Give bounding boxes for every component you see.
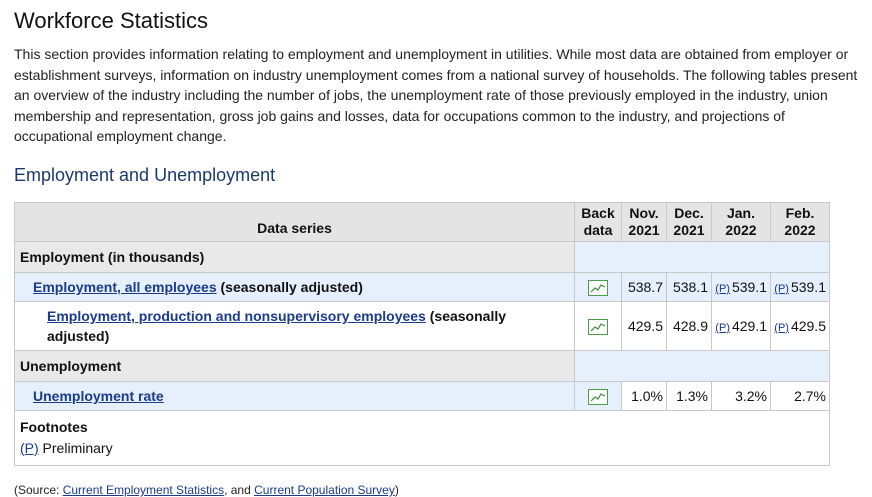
source-suffix: ): [394, 482, 399, 497]
value-cell: 3.2%: [711, 380, 771, 411]
back-data-line2: data: [583, 221, 613, 238]
footnote-p-marker[interactable]: (P): [20, 439, 39, 456]
value-cell: 1.3%: [666, 380, 712, 411]
footnote-preliminary: (P) Preliminary: [20, 438, 824, 459]
col-header-jan-2022: Jan. 2022: [711, 201, 771, 242]
col-header-nov-2021: Nov. 2021: [621, 201, 667, 242]
source-note: (Source: Current Employment Statistics, …: [14, 483, 864, 497]
value-cell: (P) 539.1: [711, 271, 771, 302]
value: 429.5: [627, 317, 663, 334]
table-row: Employment, production and nonsupervisor…: [14, 300, 830, 351]
value-cell: (P) 539.1: [770, 271, 830, 302]
series-suffix: (seasonally adjusted): [216, 278, 363, 295]
value: 429.1: [731, 317, 767, 334]
value: 538.7: [627, 278, 663, 295]
footnotes-title: Footnotes: [20, 418, 88, 435]
value-cell: 429.5: [621, 300, 667, 351]
value-cell: 1.0%: [621, 380, 667, 411]
employment-table: Data series Back data Nov. 2021 Dec. 202…: [14, 201, 830, 466]
col-year: 2022: [784, 221, 816, 238]
section-spacer: [574, 349, 830, 382]
col-header-data-series: Data series: [14, 201, 575, 242]
source-link-cps[interactable]: Current Population Survey: [254, 482, 395, 497]
section-label-employment: Employment (in thousands): [14, 240, 575, 273]
value-cell: 538.1: [666, 271, 712, 302]
col-year: 2022: [725, 221, 757, 238]
line-chart-icon[interactable]: [588, 388, 608, 405]
value: 1.3%: [676, 387, 708, 404]
source-prefix: (Source:: [14, 482, 63, 497]
value-cell: (P) 429.5: [770, 300, 830, 351]
footnotes: Footnotes (P) Preliminary: [14, 409, 830, 466]
value: 539.1: [790, 278, 826, 295]
value-cell: 428.9: [666, 300, 712, 351]
col-year: 2021: [673, 221, 705, 238]
value: 428.9: [672, 317, 708, 334]
back-data-cell: [574, 380, 622, 411]
col-header-feb-2022: Feb. 2022: [770, 201, 830, 242]
series-cell: Employment, all employees (seasonally ad…: [14, 271, 575, 302]
back-data-cell: [574, 300, 622, 351]
page-title: Workforce Statistics: [14, 8, 208, 33]
col-header-dec-2021: Dec. 2021: [666, 201, 712, 242]
value: 1.0%: [631, 387, 663, 404]
table-row: Employment, all employees (seasonally ad…: [14, 271, 830, 302]
col-month: Nov.: [629, 204, 659, 221]
series-suffix: (seasonally adjusted): [47, 307, 507, 344]
value: 538.1: [672, 278, 708, 295]
value-cell: 2.7%: [770, 380, 830, 411]
series-link-unemployment-rate[interactable]: Unemployment rate: [33, 387, 164, 404]
col-header-back-data: Back data: [574, 201, 622, 242]
col-month: Feb.: [785, 204, 815, 221]
value-cell: (P) 429.1: [711, 300, 771, 351]
table-row: Unemployment rate 1.0% 1.3% 3.2% 2.7%: [14, 380, 830, 411]
series-link-all-employees[interactable]: Employment, all employees: [33, 278, 217, 295]
series-link-production-employees[interactable]: Employment, production and nonsupervisor…: [47, 307, 426, 324]
prelim-marker[interactable]: (P): [774, 282, 789, 295]
section-spacer: [574, 240, 830, 273]
series-cell: Unemployment rate: [14, 380, 575, 411]
line-chart-icon[interactable]: [588, 318, 608, 335]
col-year: 2021: [628, 221, 660, 238]
value-cell: 538.7: [621, 271, 667, 302]
value: 539.1: [731, 278, 767, 295]
prelim-marker[interactable]: (P): [715, 282, 730, 295]
back-data-cell: [574, 271, 622, 302]
source-link-ces[interactable]: Current Employment Statistics: [62, 482, 225, 497]
footnote-text: Preliminary: [38, 439, 113, 456]
value: 429.5: [790, 317, 826, 334]
section-title: Employment and Unemployment: [14, 164, 276, 185]
intro-paragraph: This section provides information relati…: [14, 46, 858, 145]
prelim-marker[interactable]: (P): [715, 321, 730, 334]
source-middle: , and: [224, 482, 255, 497]
line-chart-icon[interactable]: [588, 279, 608, 296]
series-cell: Employment, production and nonsupervisor…: [14, 300, 575, 351]
value: 3.2%: [735, 387, 767, 404]
col-month: Jan.: [726, 204, 755, 221]
prelim-marker[interactable]: (P): [774, 321, 789, 334]
col-month: Dec.: [674, 204, 704, 221]
section-label-unemployment: Unemployment: [14, 349, 575, 382]
value: 2.7%: [794, 387, 826, 404]
back-data-line1: Back: [581, 204, 615, 221]
